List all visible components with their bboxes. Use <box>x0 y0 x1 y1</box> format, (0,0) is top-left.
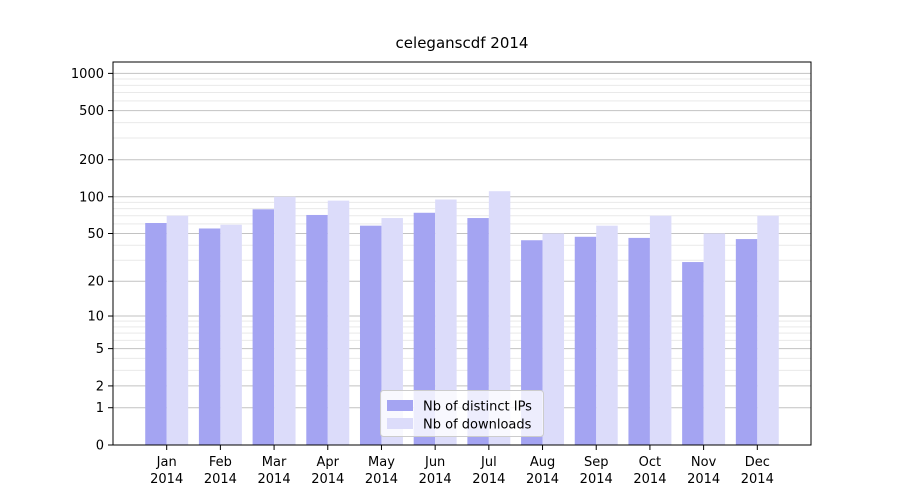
bar-distinct-ips-may <box>359 225 382 445</box>
y-tick-label: 2 <box>96 379 104 394</box>
bar-distinct-ips-mar <box>252 209 275 445</box>
y-tick-label: 20 <box>87 275 104 290</box>
bar-downloads-apr <box>327 200 350 445</box>
plot-frame <box>112 61 812 446</box>
x-tick-label: Jan 2014 <box>150 455 183 487</box>
bar-downloads-sep <box>596 225 618 445</box>
legend: Nb of distinct IPs Nb of downloads <box>380 390 544 437</box>
bar-downloads-nov <box>703 233 726 445</box>
bar-distinct-ips-oct <box>628 237 650 445</box>
x-tick-label: Jul 2014 <box>472 455 505 487</box>
bar-downloads-jun <box>435 199 457 445</box>
x-axis: Jan 2014 Feb 2014 Mar 2014 Apr 2014 May 2014 Jun 20… <box>150 445 774 487</box>
x-tick-label: May 2014 <box>365 455 398 487</box>
bar-distinct-ips-sep <box>574 236 597 445</box>
bar-downloads-may <box>381 218 403 445</box>
bar-downloads-dec <box>757 215 779 445</box>
legend-label-distinct-ips: Nb of distinct IPs <box>423 400 532 415</box>
x-tick-label: Nov 2014 <box>687 455 720 487</box>
y-tick-label: 0 <box>96 439 104 454</box>
chart-title: celeganscdf 2014 <box>396 34 529 52</box>
bar-distinct-ips-jan <box>145 223 167 445</box>
y-tick-label: 500 <box>79 104 104 119</box>
bar-downloads-oct <box>649 215 672 445</box>
bars-group <box>145 191 779 445</box>
bar-downloads-jan <box>166 215 189 445</box>
y-axis: 0 1 2 5 10 20 50 100 200 500 1000 <box>71 67 113 454</box>
bar-distinct-ips-apr <box>306 214 328 445</box>
y-tick-label: 10 <box>87 310 104 325</box>
x-tick-label: Aug 2014 <box>526 455 559 487</box>
bar-distinct-ips-dec <box>735 239 758 445</box>
x-tick-label: Dec 2014 <box>741 455 774 487</box>
x-tick-label: Apr 2014 <box>311 455 344 487</box>
bar-distinct-ips-nov <box>682 262 704 445</box>
bar-distinct-ips-jun <box>413 212 436 445</box>
legend-label-downloads: Nb of downloads <box>423 418 532 433</box>
x-tick-label: Oct 2014 <box>633 455 666 487</box>
x-tick-label: Sep 2014 <box>580 455 613 487</box>
bar-downloads-mar <box>274 196 296 445</box>
x-tick-label: Mar 2014 <box>258 455 291 487</box>
x-tick-label: Jun 2014 <box>419 455 452 487</box>
bar-downloads-jul <box>488 191 511 445</box>
y-tick-label: 1 <box>96 401 104 416</box>
bar-downloads-aug <box>542 233 565 445</box>
bar-distinct-ips-feb <box>198 228 221 445</box>
y-tick-label: 100 <box>79 190 104 205</box>
legend-swatch-downloads <box>387 418 413 429</box>
y-tick-label: 1000 <box>71 67 104 82</box>
bar-downloads-feb <box>220 224 242 445</box>
bar-distinct-ips-jul <box>467 218 489 445</box>
legend-box <box>380 390 544 437</box>
y-tick-label: 50 <box>87 227 104 242</box>
x-tick-label: Feb 2014 <box>204 455 237 487</box>
y-tick-label: 5 <box>96 342 104 357</box>
legend-swatch-distinct-ips <box>387 400 413 411</box>
y-tick-label: 200 <box>79 153 104 168</box>
